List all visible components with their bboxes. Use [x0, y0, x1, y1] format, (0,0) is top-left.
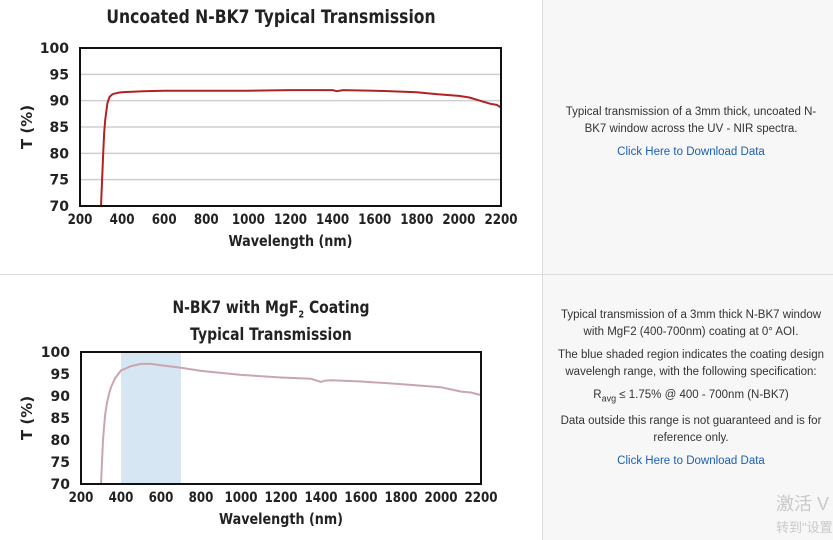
x-axis-label: Wavelength (nm): [229, 233, 353, 250]
x-tick-label: 1600: [344, 490, 377, 506]
x-tick-label: 1800: [384, 490, 417, 506]
description-paragraph: The blue shaded region indicates the coa…: [558, 349, 824, 378]
description-paragraph: Data outside this range is not guarantee…: [560, 415, 822, 445]
chart-title: Uncoated N-BK7 Typical Transmission: [106, 6, 436, 28]
y-tick-label: 90: [50, 94, 70, 110]
row-divider: [0, 274, 833, 275]
x-tick-label: 1000: [224, 490, 257, 506]
y-tick-label: 95: [51, 367, 70, 383]
column-divider: [542, 0, 543, 540]
x-tick-label: 200: [69, 490, 94, 506]
chart-title-line-2: Typical Transmission: [190, 325, 352, 346]
x-tick-label: 800: [194, 212, 219, 228]
y-tick-label: 75: [50, 173, 69, 189]
x-tick-label: 1800: [400, 212, 433, 228]
chart-panel-coated: N-BK7 with MgF2 Coating Typical Transmis…: [0, 275, 833, 540]
x-tick-label: 1400: [304, 490, 337, 506]
y-tick-label: 100: [41, 345, 70, 361]
description-paragraph: Typical transmission of a 3mm thick N-BK…: [560, 309, 822, 338]
activation-watermark-sub: 转到"设置: [776, 520, 833, 535]
description-panel-uncoated: Typical transmission of a 3mm thick, unc…: [543, 0, 833, 274]
transmission-chart-coated: 200 400 600 800 1000 1200 1400 1600 1800 2000 2200…: [18, 345, 498, 528]
x-tick-label: 2200: [464, 490, 497, 506]
plot-frame: [79, 47, 502, 207]
y-tick-label: 85: [51, 411, 70, 427]
download-data-link[interactable]: Click Here to Download Data: [617, 146, 765, 158]
y-tick-label: 80: [51, 433, 71, 449]
transmission-line: [100, 89, 502, 207]
x-tick-label: 800: [189, 490, 214, 506]
chart-panel-uncoated: Uncoated N-BK7 Typical Transmission 200 4…: [18, 6, 518, 250]
y-tick-label: 100: [40, 41, 69, 57]
y-axis-label: T (%): [18, 396, 36, 440]
transmission-line: [100, 362, 482, 485]
download-data-link[interactable]: Click Here to Download Data: [617, 455, 765, 468]
description-paragraph: Typical transmission of a 3mm thick, unc…: [565, 106, 817, 135]
x-tick-label: 2000: [424, 490, 457, 506]
x-tick-label: 1000: [232, 212, 265, 228]
x-tick-label: 1200: [274, 212, 307, 228]
x-tick-label: 200: [68, 212, 93, 228]
x-tick-label: 600: [149, 490, 174, 506]
chart-title: N-BK7 with MgF2 Coating Typical Transmis…: [49, 298, 493, 346]
x-axis-label: Wavelength (nm): [219, 511, 343, 528]
x-tick-label: 1400: [316, 212, 349, 228]
y-tick-label: 70: [51, 477, 71, 493]
description-text: Typical transmission of a 3mm thick N-BK…: [555, 307, 827, 470]
y-tick-label: 70: [50, 199, 70, 215]
y-tick-label: 95: [50, 67, 69, 83]
x-tick-label: 400: [110, 212, 135, 228]
y-tick-label: 90: [51, 389, 71, 405]
coating-range-shading: [121, 352, 181, 484]
x-tick-label: 1600: [358, 212, 391, 228]
transmission-chart-uncoated: 200 400 600 800 1000 1200 1400 1600 1800 2000 2200…: [18, 41, 518, 250]
x-tick-label: 2000: [442, 212, 475, 228]
y-tick-label: 75: [51, 455, 70, 471]
activation-watermark: 激活 V: [776, 494, 830, 514]
y-tick-label: 80: [50, 146, 70, 162]
x-tick-label: 1200: [264, 490, 297, 506]
chart-title-line-1: N-BK7 with MgF2 Coating: [172, 298, 370, 321]
y-axis-label: T (%): [18, 105, 36, 149]
x-tick-label: 400: [109, 490, 134, 506]
plot-frame: [80, 351, 482, 485]
y-tick-label: 85: [50, 120, 69, 136]
x-tick-label: 600: [152, 212, 177, 228]
description-text: Typical transmission of a 3mm thick, unc…: [555, 104, 827, 161]
spec-line: Ravg ≤ 1.75% @ 400 - 700nm (N-BK7): [593, 389, 789, 404]
x-tick-label: 2200: [484, 212, 517, 228]
description-panel-coated: Typical transmission of a 3mm thick N-BK…: [543, 275, 833, 540]
